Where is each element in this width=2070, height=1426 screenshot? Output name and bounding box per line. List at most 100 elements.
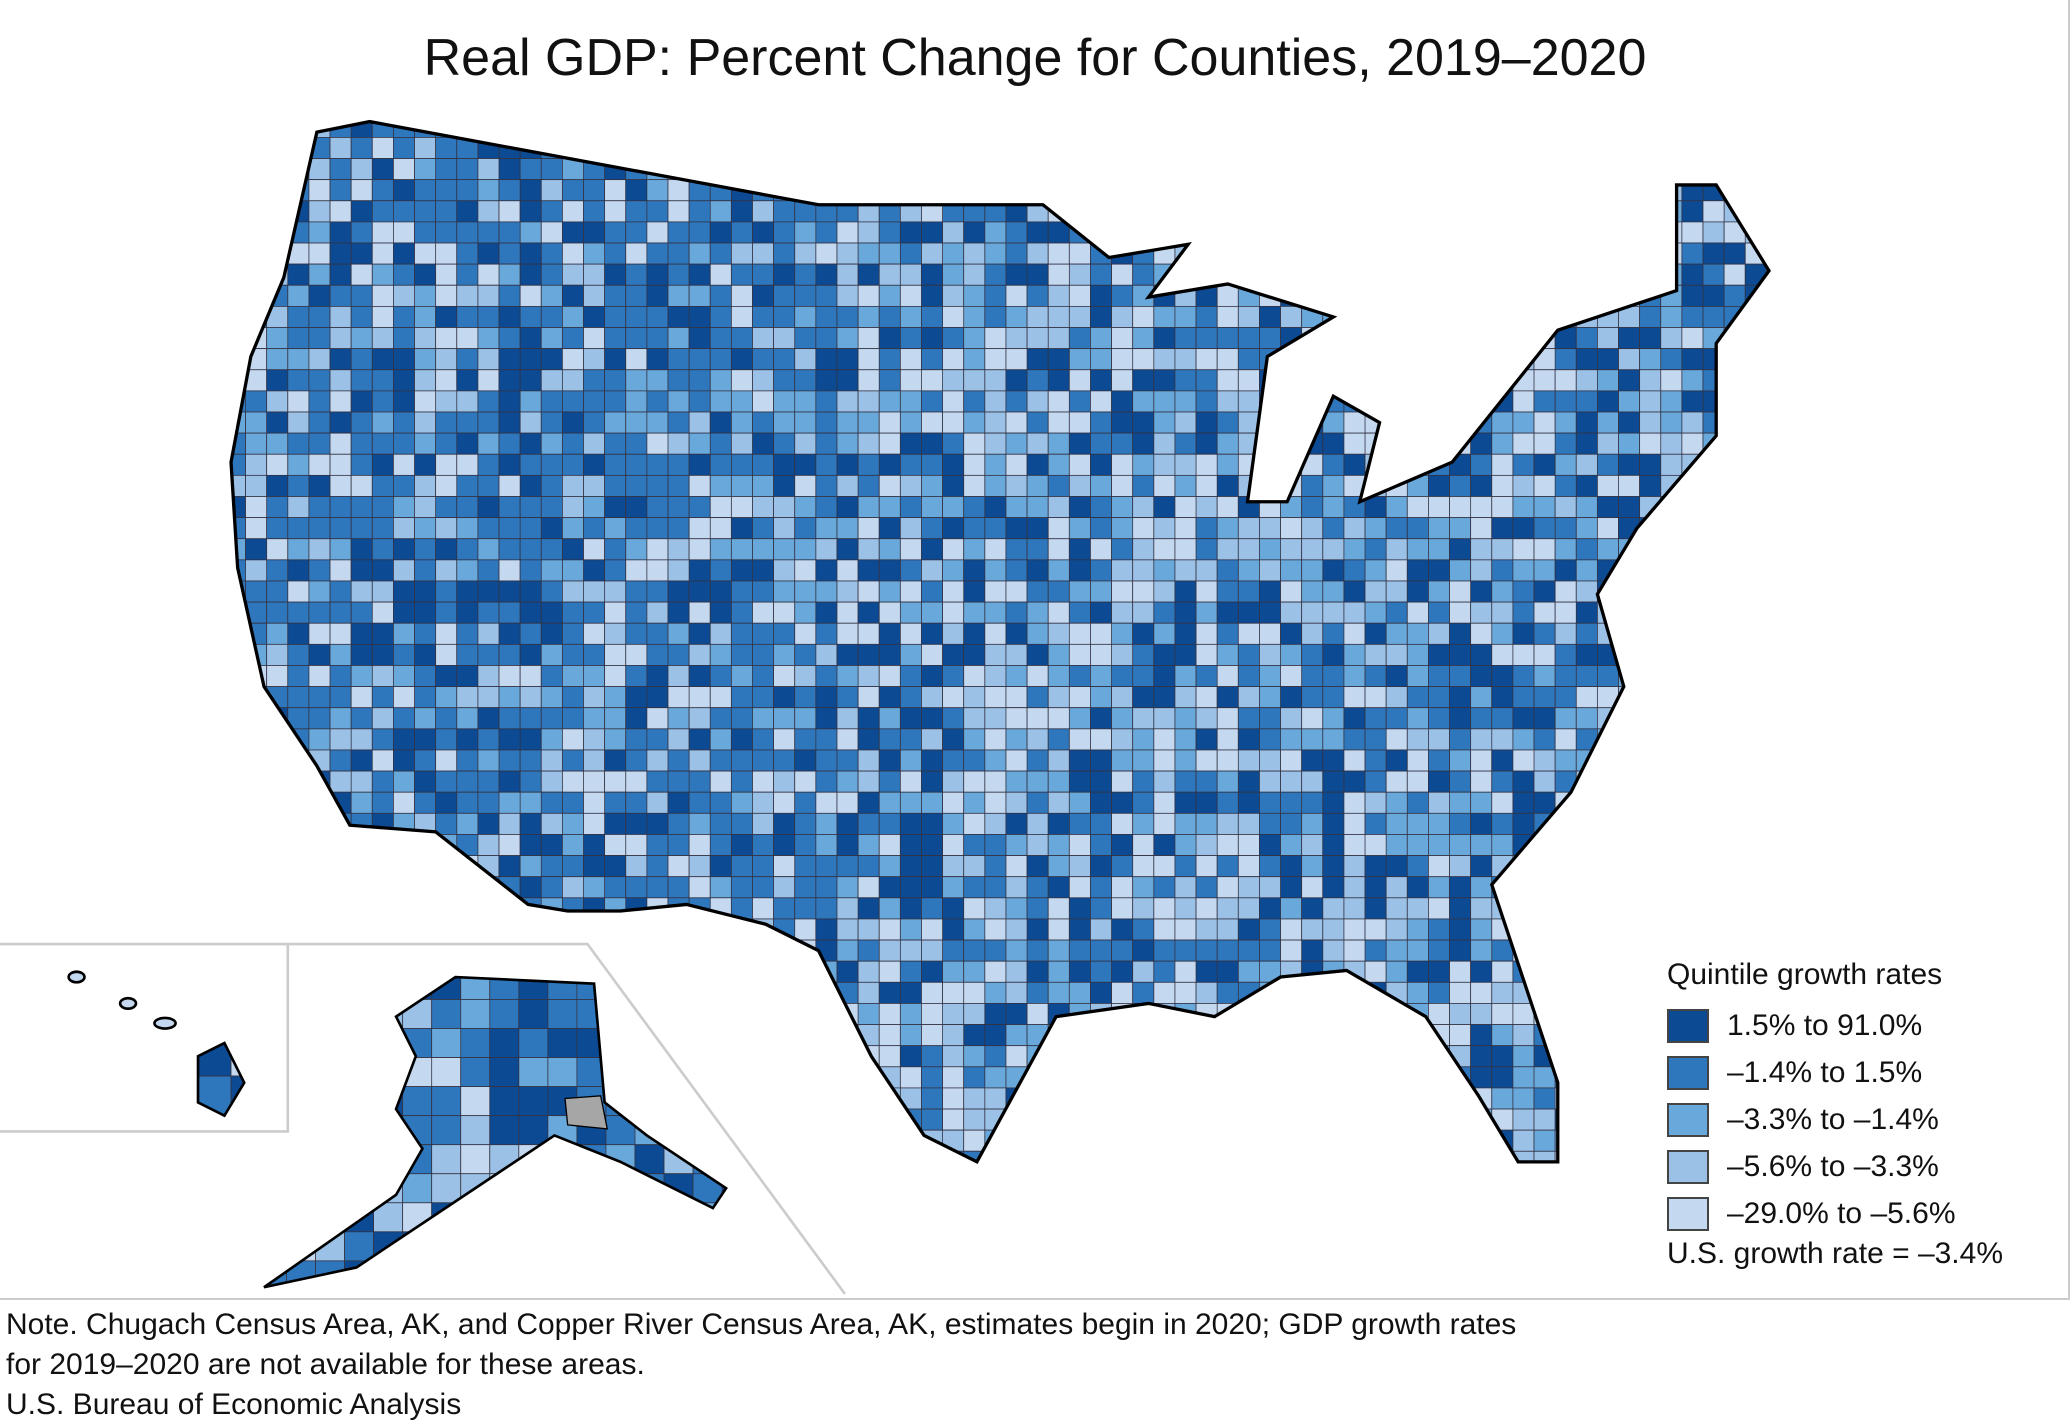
county-cell [266,432,289,455]
county-cell [815,686,838,709]
county-cell [857,496,880,519]
county-cell [329,643,352,666]
county-cell [921,770,943,793]
county-cell [815,876,838,899]
county-cell [692,999,723,1029]
county-cell [604,665,627,687]
county-cell [1195,411,1218,434]
county-cell [899,496,922,519]
county-cell [1385,643,1408,666]
county-cell [1618,263,1641,286]
county-cell [1491,221,1514,244]
county-cell [1385,1024,1408,1047]
county-cell [1343,121,1366,138]
county-cell [688,221,711,244]
county-cell [942,284,965,307]
county-cell [1533,665,1556,687]
county-cell [1744,474,1767,497]
county-cell [730,749,753,772]
county-cell [1406,200,1429,223]
county-cell [1449,305,1472,328]
county-cell [329,179,352,202]
county-cell [709,749,732,772]
county-cell [604,791,627,814]
county-cell [245,918,268,941]
county-cell [1765,538,1770,561]
county-cell [1660,432,1683,455]
note-line: Note. Chugach Census Area, AK, and Coppe… [6,1308,1517,1341]
county-cell [1406,179,1429,202]
county-cell [414,770,437,793]
county-cell [1554,580,1577,603]
legend-item: –1.4% to 1.5% [1667,1049,2003,1096]
county-cell [350,1024,373,1047]
county-cell [1449,369,1472,392]
county-cell [942,1066,965,1089]
county-cell [1280,559,1303,582]
county-cell [1723,496,1746,519]
county-cell [1237,1066,1260,1089]
county-cell [266,834,289,856]
county-cell [393,707,415,730]
county-cell [752,179,775,202]
county-cell [231,327,246,350]
county-cell [1132,855,1155,878]
county-cell [730,855,753,878]
county-cell [350,538,373,561]
county-cell [489,1260,520,1288]
county-cell [393,327,415,350]
county-cell [414,559,437,582]
county-cell [1153,432,1176,455]
county-cell [1660,137,1683,159]
county-cell [1237,453,1281,476]
county-cell [1554,432,1577,455]
county-cell [730,812,753,835]
county-cell [1533,939,1556,962]
county-cell [1744,517,1767,540]
county-cell [692,1086,723,1117]
county-cell [730,643,753,666]
county-cell [1681,749,1704,772]
county-cell [815,411,838,434]
county-cell [1174,749,1197,772]
county-cell [393,158,415,181]
county-cell [688,876,711,899]
county-cell [942,158,965,181]
county-cell [498,855,521,878]
county-cell [688,601,711,624]
county-cell [1090,200,1112,223]
county-cell [1554,622,1577,645]
county-cell [329,137,352,159]
county-cell [794,1024,817,1047]
county-cell [583,686,606,709]
county-cell [1533,643,1556,666]
county-cell [1364,284,1408,307]
county-cell [1364,622,1387,645]
county-cell [1322,1108,1366,1131]
county-cell [878,221,901,244]
county-cell [266,812,289,835]
county-cell [1364,348,1387,371]
county-cell [287,517,310,540]
county-cell [1765,200,1770,223]
county-cell [456,411,479,434]
county-cell [899,707,922,730]
county-cell [721,1086,727,1117]
county-cell [1533,897,1556,920]
county-cell [1068,1066,1091,1089]
county-cell [1723,876,1746,899]
county-cell [1765,749,1770,772]
county-cell [1343,559,1366,582]
county-cell [625,770,648,793]
county-cell [1491,1150,1514,1162]
county-cell [1005,137,1028,159]
county-cell [393,369,415,392]
county-cell [1554,496,1577,519]
county-cell [287,1066,331,1089]
county-cell [1237,559,1260,582]
county-cell [836,432,859,455]
county-cell [519,411,542,434]
county-cell [1364,580,1387,603]
county-cell [1723,707,1767,730]
county-cell [561,749,584,772]
